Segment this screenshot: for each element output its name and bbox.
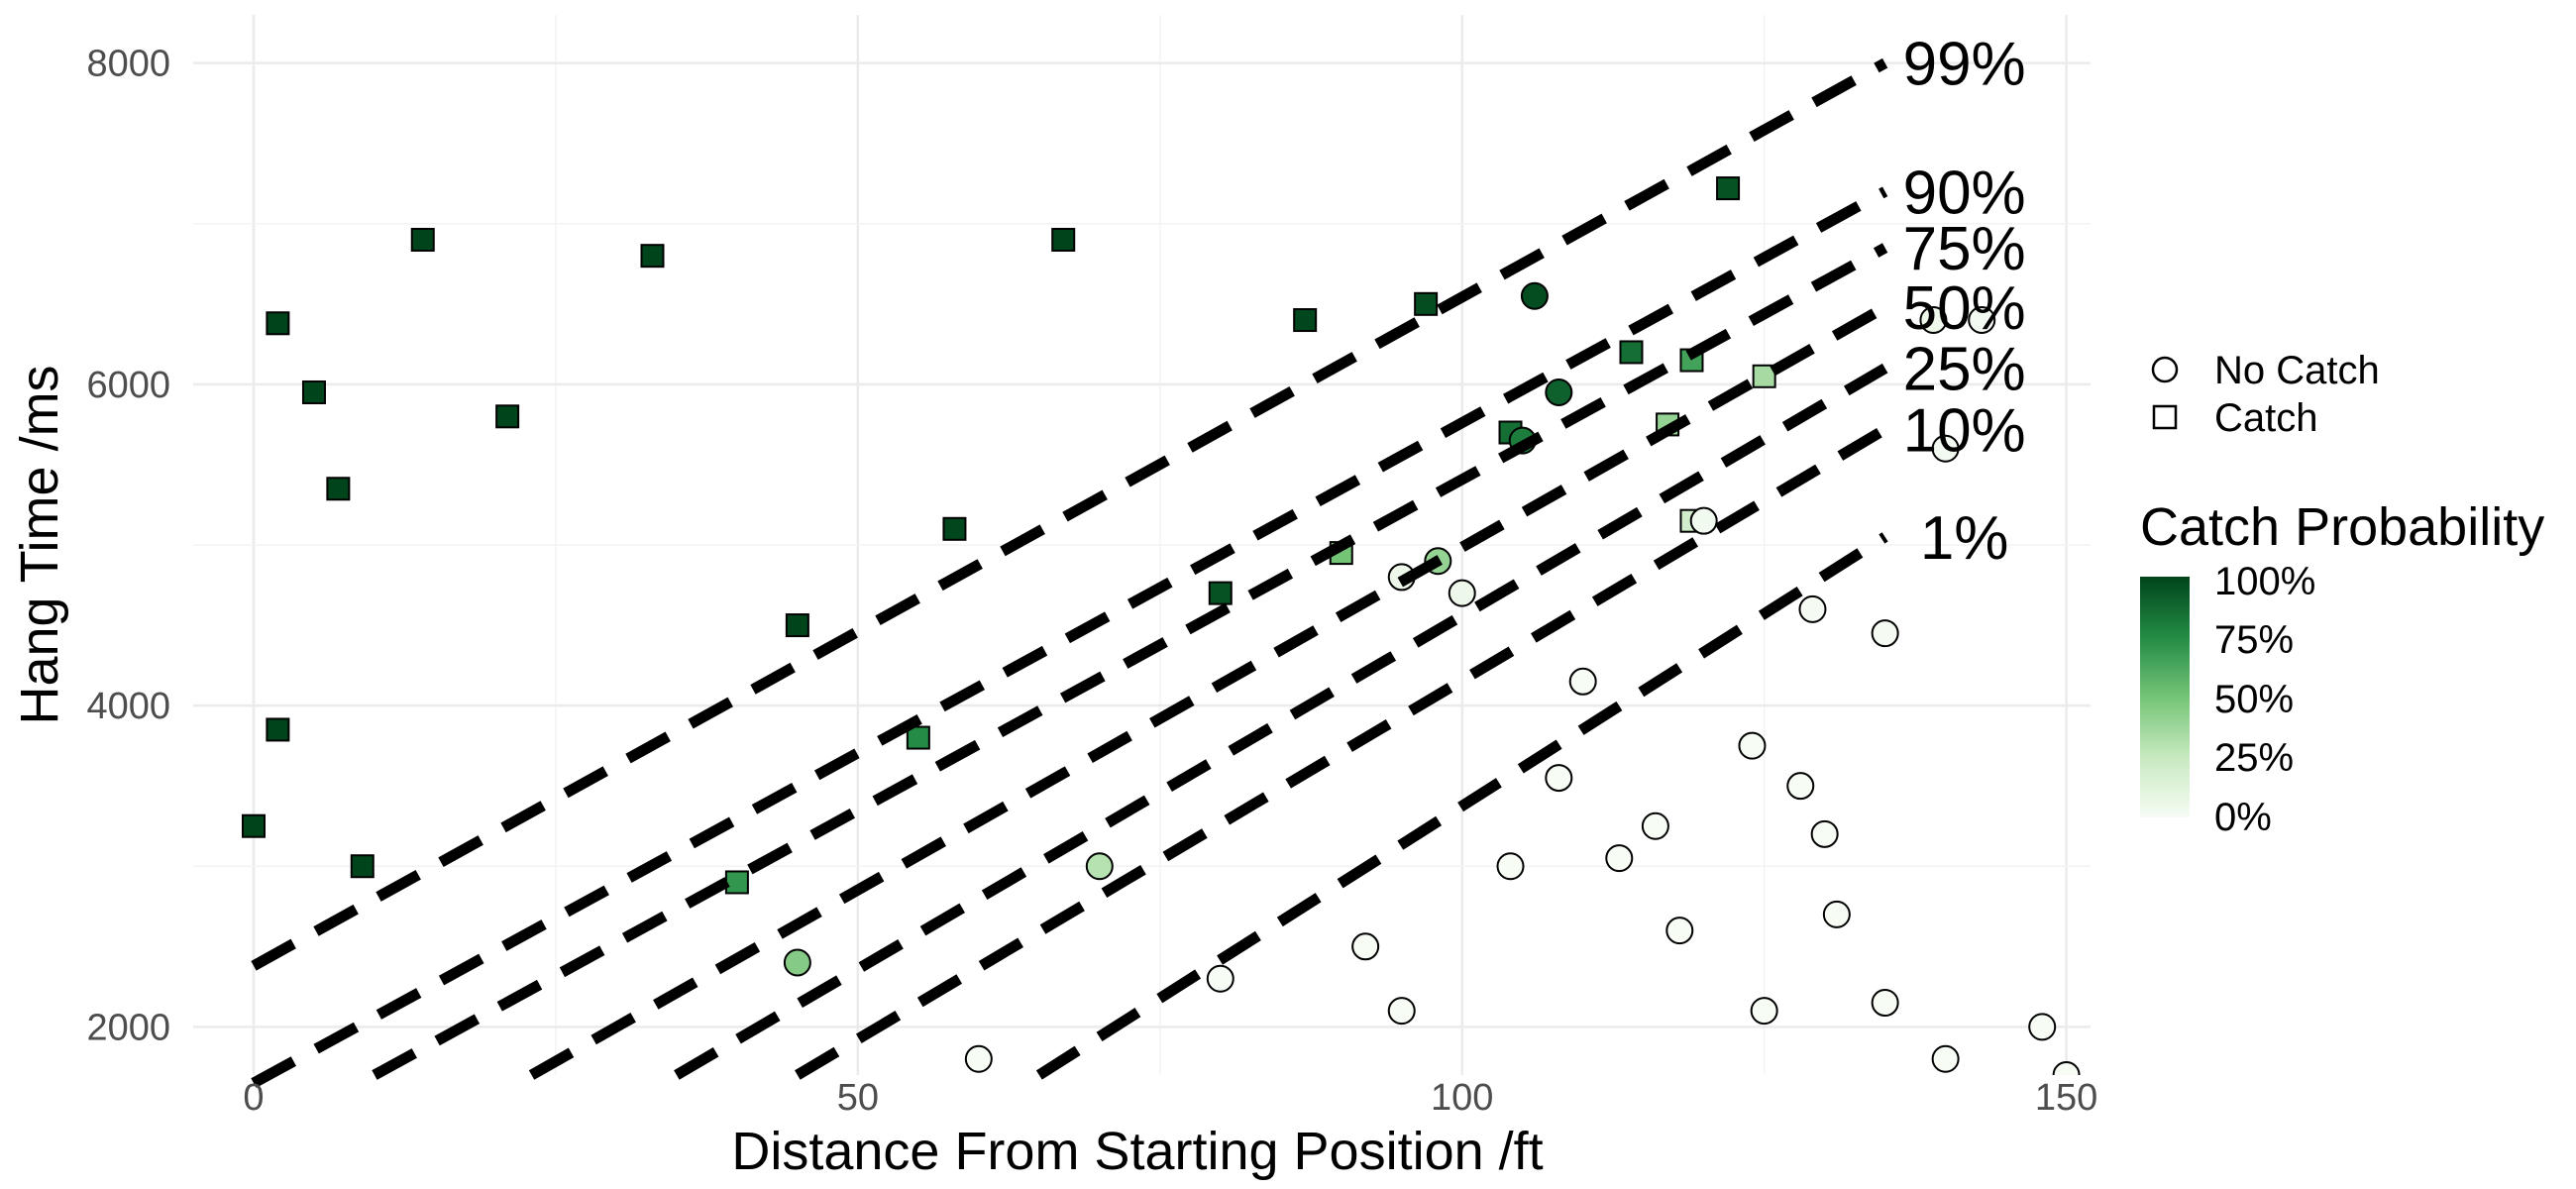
no-catch-point — [2028, 1013, 2057, 1041]
no-catch-point — [1931, 434, 1960, 463]
y-tick-label: 8000 — [86, 44, 170, 85]
catch-point — [1293, 308, 1318, 333]
contour-line — [528, 302, 1888, 1080]
contour-label: 99% — [1903, 31, 2026, 99]
color-legend-title: Catch Probability — [2140, 497, 2544, 557]
y-tick-label: 2000 — [86, 1007, 170, 1048]
no-catch-point — [1738, 731, 1767, 760]
catch-point — [266, 311, 290, 336]
no-catch-point — [1545, 764, 1573, 793]
no-catch-point — [1786, 772, 1815, 801]
x-tick-label: 0 — [243, 1077, 264, 1119]
catch-point — [1752, 364, 1776, 388]
no-catch-point — [1810, 819, 1839, 848]
grid-lines — [193, 15, 2091, 1075]
x-tick-label: 150 — [2035, 1077, 2097, 1119]
catch-point — [326, 477, 351, 501]
contour-line — [251, 57, 1888, 971]
axes: 0 50 100 150 2000 4000 6000 8000 — [86, 44, 2097, 1119]
x-axis-title: Distance From Starting Position /ft — [731, 1122, 1543, 1181]
y-tick-label: 6000 — [86, 365, 170, 406]
catch-point — [1051, 227, 1076, 252]
catch-point — [410, 227, 435, 252]
color-legend-label-0: 0% — [2214, 796, 2272, 839]
contour-label: 90% — [1903, 159, 2026, 227]
x-tick-label: 100 — [1431, 1077, 1493, 1119]
no-catch-point — [1206, 964, 1234, 993]
color-legend-label-100: 100% — [2214, 560, 2315, 603]
no-catch-point — [1641, 811, 1669, 840]
no-catch-legend-symbol — [2151, 356, 2179, 383]
no-catch-point — [1387, 997, 1416, 1026]
color-legend-label-25: 25% — [2214, 736, 2294, 780]
catch-point — [495, 404, 520, 429]
no-catch-point — [2052, 1061, 2081, 1075]
no-catch-point — [1798, 594, 1827, 623]
no-catch-point — [1931, 1044, 1960, 1073]
y-tick-label: 4000 — [86, 686, 170, 727]
catch-point — [1208, 581, 1233, 605]
no-catch-point — [1919, 306, 1948, 335]
shape-legend: No Catch Catch — [2151, 349, 2380, 440]
color-legend-bar — [2140, 577, 2190, 817]
catch-point — [301, 379, 326, 404]
x-tick-label: 50 — [837, 1077, 879, 1119]
color-legend: Catch Probability 100% 75% 50% 25% 0% — [2140, 497, 2544, 839]
contour-label: 1% — [1920, 504, 2009, 573]
no-catch-point — [1871, 989, 1899, 1018]
contour-line — [674, 363, 1888, 1080]
contour-line — [251, 186, 1888, 1088]
contour-label: 25% — [1903, 336, 2026, 404]
catch-point — [942, 516, 967, 541]
no-catch-point — [1822, 900, 1851, 928]
no-catch-point — [1968, 306, 1996, 335]
catch-point — [241, 813, 266, 838]
no-catch-point — [1085, 852, 1114, 881]
no-catch-legend-label: No Catch — [2214, 349, 2380, 392]
no-catch-point — [1689, 506, 1718, 535]
catch-point — [350, 854, 375, 879]
contour-line — [372, 243, 1888, 1080]
no-catch-point — [1545, 378, 1573, 406]
no-catch-point — [964, 1044, 993, 1073]
catch-point — [1619, 340, 1644, 365]
no-catch-point — [1568, 667, 1597, 696]
catch-legend-label: Catch — [2214, 396, 2318, 440]
no-catch-point — [1496, 852, 1525, 881]
contour-label: 75% — [1903, 215, 2026, 283]
color-legend-label-50: 50% — [2214, 678, 2294, 721]
catch-point — [785, 613, 809, 638]
catch-point — [1414, 291, 1439, 316]
no-catch-point — [1871, 619, 1899, 648]
no-catch-point — [1665, 917, 1694, 945]
no-catch-point — [1351, 932, 1380, 961]
catch-point — [640, 244, 665, 269]
catch-point — [724, 870, 749, 895]
no-catch-point — [1750, 997, 1778, 1026]
no-catch-point — [1605, 844, 1634, 873]
data-points — [241, 176, 2081, 1075]
no-catch-point — [1520, 281, 1549, 310]
no-catch-point — [783, 948, 811, 977]
catch-point — [266, 717, 290, 742]
probability-contours: 99% 90%75%50%25%10% 1% — [251, 31, 2026, 1088]
catch-point — [906, 725, 930, 750]
no-catch-point — [1448, 579, 1476, 607]
contour-label: 10% — [1903, 396, 2026, 465]
contour-line — [1035, 532, 1888, 1080]
catch-legend-symbol — [2152, 404, 2178, 430]
y-axis-title: Hang Time /ms — [10, 365, 69, 724]
color-legend-label-75: 75% — [2214, 618, 2294, 662]
contour-label: 50% — [1903, 274, 2026, 343]
catch-point — [1716, 176, 1741, 201]
